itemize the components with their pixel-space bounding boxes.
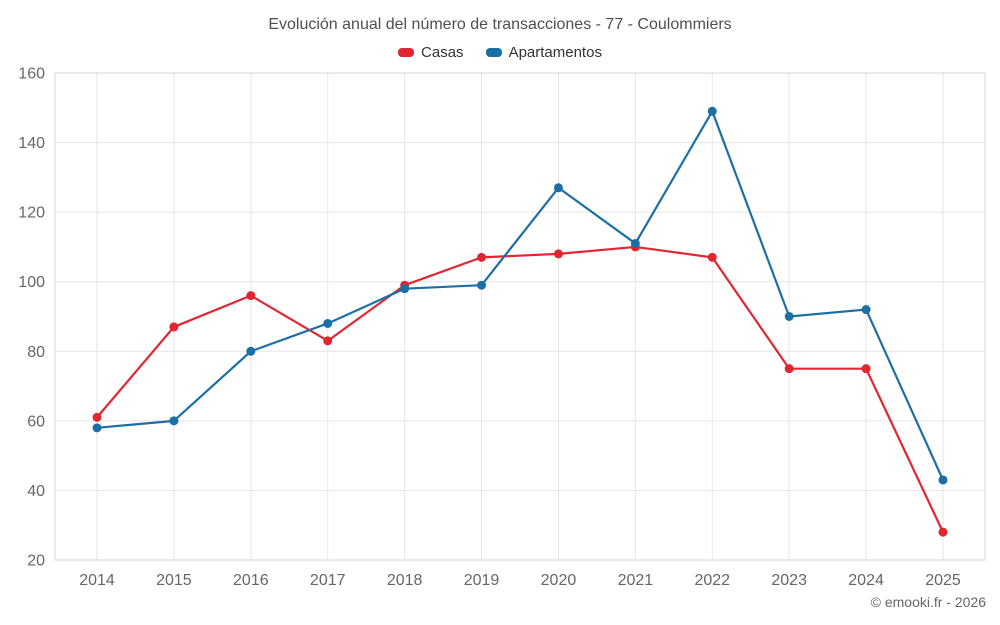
x-axis-tick-label: 2014	[79, 572, 115, 589]
y-axis-tick-label: 60	[27, 413, 45, 430]
data-point-apartamentos-2025[interactable]	[938, 475, 948, 485]
y-axis-tick-label: 80	[27, 344, 45, 361]
data-point-apartamentos-2014[interactable]	[92, 423, 102, 433]
data-point-casas-2019[interactable]	[477, 252, 487, 262]
data-point-casas-2017[interactable]	[323, 336, 333, 346]
data-point-casas-2014[interactable]	[92, 412, 102, 422]
data-point-casas-2025[interactable]	[938, 527, 948, 537]
data-point-apartamentos-2021[interactable]	[630, 238, 640, 248]
data-point-apartamentos-2016[interactable]	[246, 346, 256, 356]
data-point-apartamentos-2015[interactable]	[169, 416, 179, 426]
data-point-casas-2023[interactable]	[784, 364, 794, 374]
data-point-casas-2016[interactable]	[246, 291, 256, 301]
x-axis-tick-label: 2018	[387, 572, 423, 589]
data-point-casas-2015[interactable]	[169, 322, 179, 332]
y-axis-tick-label: 20	[27, 553, 45, 570]
y-axis-tick-label: 140	[18, 135, 45, 152]
plot-area-border	[54, 72, 986, 561]
series-line-casas	[95, 245, 945, 534]
x-axis-tick-label: 2025	[925, 572, 961, 589]
y-axis-tick-label: 40	[27, 483, 45, 500]
x-axis-tick-label: 2017	[310, 572, 346, 589]
data-point-apartamentos-2024[interactable]	[861, 305, 871, 315]
data-point-apartamentos-2017[interactable]	[323, 318, 333, 328]
chart-legend: Casas Apartamentos	[0, 44, 1000, 61]
chart-title: Evolución anual del número de transaccio…	[268, 16, 732, 33]
data-point-apartamentos-2019[interactable]	[477, 280, 487, 290]
data-point-apartamentos-2023[interactable]	[784, 312, 794, 321]
x-axis-tick-label: 2021	[618, 572, 654, 589]
data-point-apartamentos-2022[interactable]	[707, 106, 717, 116]
data-point-casas-2020[interactable]	[553, 249, 563, 259]
y-axis-tick-label: 120	[18, 205, 45, 222]
x-axis-tick-label: 2015	[156, 572, 192, 589]
data-point-apartamentos-2018[interactable]	[400, 284, 410, 294]
y-axis-tick-label: 100	[18, 274, 45, 291]
data-point-apartamentos-2020[interactable]	[553, 183, 563, 193]
x-axis-tick-label: 2019	[464, 572, 500, 589]
x-axis-tick-label: 2020	[541, 572, 577, 589]
copyright-watermark: © emooki.fr - 2026	[870, 594, 986, 610]
legend-item-casas[interactable]: Casas	[398, 44, 464, 61]
x-axis-tick-label: 2023	[771, 572, 807, 589]
legend-label-apartamentos: Apartamentos	[508, 44, 602, 61]
legend-swatch-apartamentos	[485, 48, 502, 57]
legend-swatch-casas	[398, 48, 415, 57]
x-axis-tick-label: 2022	[694, 572, 730, 589]
x-axis-tick-label: 2016	[233, 572, 269, 589]
data-point-casas-2024[interactable]	[861, 364, 871, 374]
legend-label-casas: Casas	[421, 44, 464, 61]
legend-item-apartamentos[interactable]: Apartamentos	[485, 44, 602, 61]
data-point-casas-2022[interactable]	[707, 252, 717, 262]
x-axis-tick-label: 2024	[848, 572, 884, 589]
series-line-apartamentos	[95, 110, 945, 482]
y-axis-tick-label: 160	[18, 66, 45, 83]
